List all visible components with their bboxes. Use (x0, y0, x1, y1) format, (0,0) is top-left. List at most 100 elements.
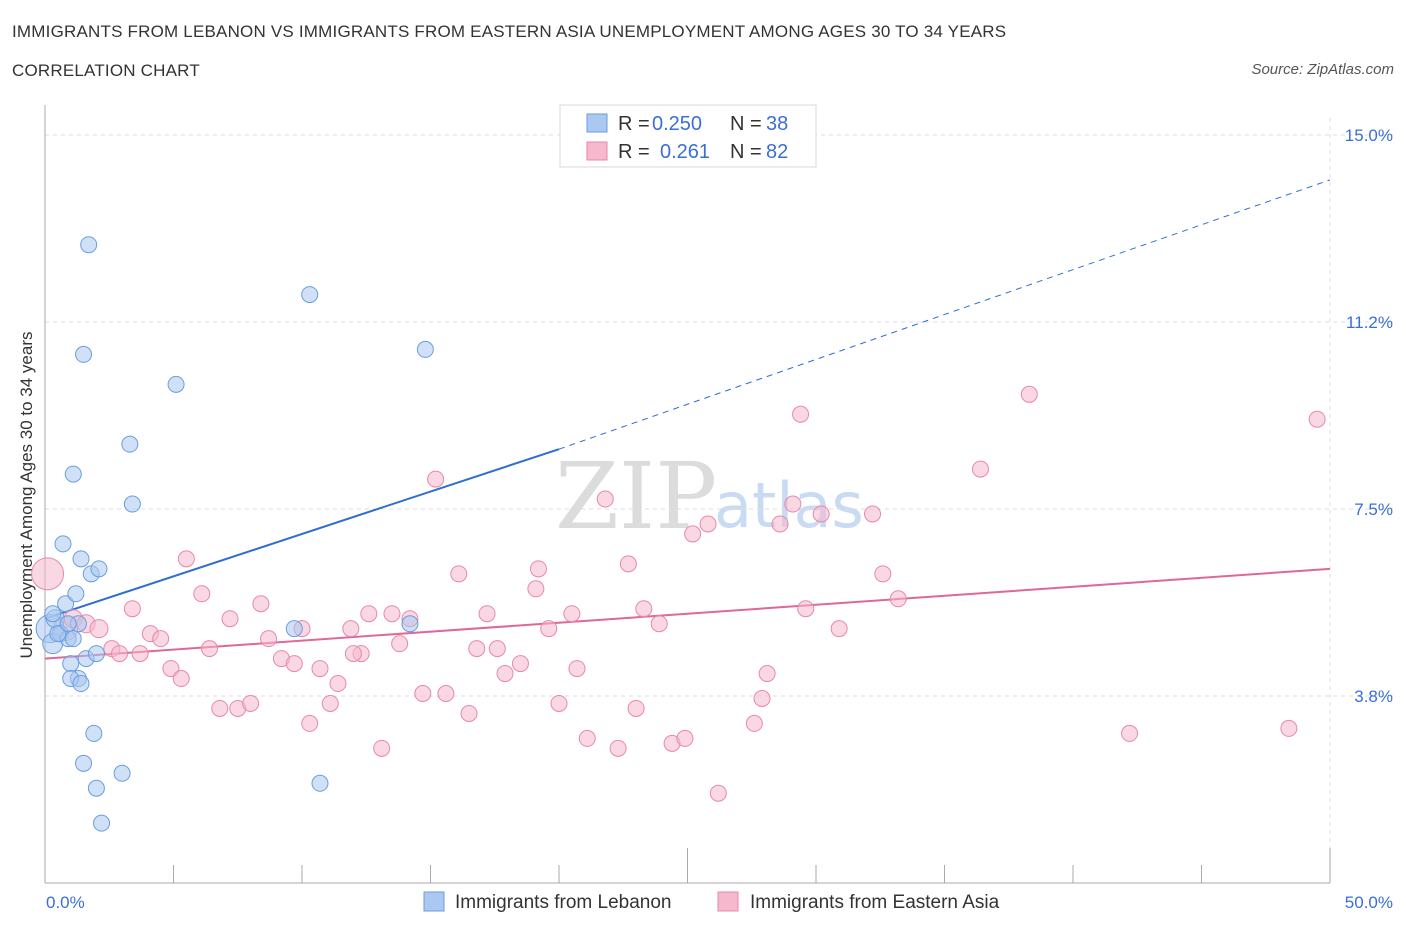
point-eastern-asia-50 (563, 605, 581, 623)
point-eastern-asia-51 (568, 660, 586, 678)
point-eastern-asia-63 (709, 784, 727, 802)
x-ticks (173, 848, 1331, 883)
point-eastern-asia-53 (596, 490, 614, 508)
point-lebanon-32 (401, 615, 419, 633)
point-lebanon-33 (49, 625, 67, 643)
scatter-points (31, 236, 1326, 832)
point-lebanon-27 (167, 375, 185, 393)
point-eastern-asia-28 (329, 675, 347, 693)
point-eastern-asia-47 (529, 560, 547, 578)
point-lebanon-12 (75, 345, 93, 363)
watermark: ZIP atlas (555, 443, 864, 550)
point-eastern-asia-67 (771, 515, 789, 533)
point-lebanon-30 (311, 774, 329, 792)
point-eastern-asia-12 (172, 670, 190, 688)
point-eastern-asia-71 (812, 505, 830, 523)
legend-swatch-eastern-asia (586, 141, 608, 161)
legend-r-label-lebanon: R = (618, 113, 650, 135)
point-eastern-asia-4 (89, 619, 109, 639)
point-eastern-asia-27 (321, 694, 339, 712)
point-eastern-asia-38 (437, 685, 455, 703)
y-tick-label-3: 15.0% (1345, 126, 1393, 145)
point-lebanon-35 (44, 605, 62, 623)
point-lebanon-25 (121, 435, 139, 453)
point-lebanon-29 (285, 620, 303, 638)
bottom-legend-eastern-asia: Immigrants from Eastern Asia (750, 892, 1000, 913)
point-eastern-asia-8 (131, 645, 149, 663)
point-eastern-asia-62 (699, 515, 717, 533)
point-eastern-asia-36 (414, 685, 432, 703)
point-eastern-asia-58 (650, 615, 668, 633)
point-eastern-asia-80 (1308, 410, 1326, 428)
point-eastern-asia-56 (627, 699, 645, 717)
correlation-legend: R = 0.250 N = 38 R = 0.261 N = 82 (559, 104, 817, 168)
point-eastern-asia-57 (635, 600, 653, 618)
point-eastern-asia-77 (1020, 385, 1038, 403)
point-eastern-asia-76 (971, 460, 989, 478)
point-eastern-asia-46 (527, 580, 545, 598)
point-eastern-asia-20 (252, 595, 270, 613)
point-eastern-asia-11 (162, 660, 180, 678)
bottom-legend-lebanon: Immigrants from Lebanon (455, 892, 672, 913)
point-eastern-asia-25 (301, 714, 319, 732)
bottom-legend-swatch-eastern-asia (717, 891, 739, 912)
y-tick-label-1: 7.5% (1354, 500, 1393, 519)
point-eastern-asia-60 (676, 729, 694, 747)
y-tick-label-0: 3.8% (1354, 687, 1393, 706)
point-lebanon-28 (301, 286, 319, 304)
point-lebanon-36 (64, 630, 82, 648)
y-axis-title: Unemployment Among Ages 30 to 34 years (17, 332, 36, 659)
point-lebanon-19 (93, 814, 111, 832)
point-lebanon-6 (54, 535, 72, 553)
point-eastern-asia-74 (874, 565, 892, 583)
point-eastern-asia-16 (211, 699, 229, 717)
trend-line-lebanon-extrapolated (558, 179, 1331, 450)
point-eastern-asia-17 (221, 610, 239, 628)
point-eastern-asia-23 (285, 655, 303, 673)
point-eastern-asia-21 (260, 630, 278, 648)
point-eastern-asia-14 (193, 585, 211, 603)
legend-r-value-lebanon: 0.250 (652, 113, 702, 135)
point-lebanon-21 (62, 655, 80, 673)
point-lebanon-11 (72, 550, 90, 568)
trend-line-eastern-asia (44, 567, 1331, 660)
point-eastern-asia-78 (1121, 724, 1139, 742)
point-eastern-asia-6 (111, 645, 129, 663)
legend-n-value-lebanon: 38 (766, 113, 788, 135)
point-eastern-asia-65 (753, 689, 771, 707)
legend-n-label-eastern-asia: N = (730, 141, 762, 163)
point-eastern-asia-55 (619, 555, 637, 573)
point-eastern-asia-44 (496, 665, 514, 683)
chart-title: IMMIGRANTS FROM LEBANON VS IMMIGRANTS FR… (12, 22, 1007, 41)
point-lebanon-17 (87, 779, 105, 797)
point-lebanon-34 (59, 615, 77, 633)
point-eastern-asia-19 (242, 694, 260, 712)
point-lebanon-7 (64, 465, 82, 483)
point-eastern-asia-32 (373, 739, 391, 757)
point-lebanon-4 (57, 595, 75, 613)
point-eastern-asia-39 (450, 565, 468, 583)
series-legend: Immigrants from Lebanon Immigrants from … (423, 891, 1000, 913)
point-eastern-asia-64 (745, 714, 763, 732)
x-tick-labels: 0.0% 50.0% (46, 893, 1393, 912)
point-lebanon-8 (67, 585, 85, 603)
point-eastern-asia-0 (31, 557, 65, 591)
trend-line-lebanon (44, 448, 560, 620)
point-eastern-asia-33 (383, 605, 401, 623)
point-eastern-asia-29 (342, 620, 360, 638)
legend-n-value-eastern-asia: 82 (766, 141, 788, 163)
point-eastern-asia-48 (540, 620, 558, 638)
point-eastern-asia-81 (344, 645, 362, 663)
point-lebanon-31 (416, 340, 434, 358)
point-lebanon-23 (87, 645, 105, 663)
point-eastern-asia-31 (360, 605, 378, 623)
point-eastern-asia-54 (609, 739, 627, 757)
point-lebanon-24 (113, 764, 131, 782)
bottom-legend-swatch-lebanon (423, 891, 445, 912)
point-eastern-asia-73 (864, 505, 882, 523)
point-eastern-asia-66 (758, 665, 776, 683)
point-eastern-asia-69 (792, 405, 810, 423)
point-eastern-asia-15 (200, 640, 218, 658)
point-eastern-asia-45 (511, 655, 529, 673)
